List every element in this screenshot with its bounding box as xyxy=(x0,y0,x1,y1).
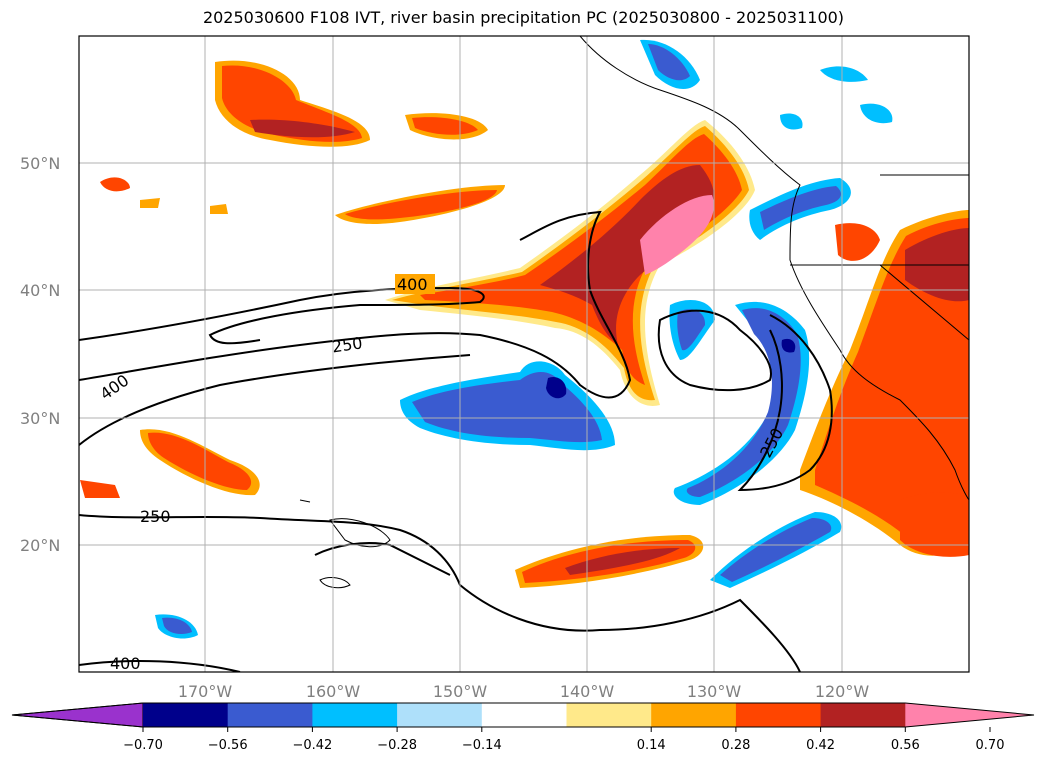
lon-label-160w: 160°W xyxy=(306,682,361,701)
colorbar-tick-label: 0.28 xyxy=(721,738,750,753)
colorbar-segment xyxy=(735,703,822,727)
map-title: 2025030600 F108 IVT, river basin precipi… xyxy=(202,8,845,27)
map-border xyxy=(78,35,970,673)
contour-label-400-c: 400 xyxy=(110,654,141,673)
colorbar-tick-label: 0.56 xyxy=(891,738,920,753)
colorbar-tick-label: −0.14 xyxy=(462,738,502,753)
colorbar-segment xyxy=(820,703,906,727)
colorbar-tick-label: −0.28 xyxy=(377,738,417,753)
lon-label-140w: 140°W xyxy=(560,682,615,701)
colorbar-ticks: −0.70 −0.56 −0.42 −0.28 −0.14 0.14 0.28 0.42 0.5… xyxy=(123,727,1004,753)
colorbar-tick-label: 0.42 xyxy=(806,738,835,753)
colorbar-segment xyxy=(481,703,567,727)
colorbar-tick-label: −0.70 xyxy=(123,738,163,753)
latitude-labels: 50°N 40°N 30°N 20°N xyxy=(20,154,60,555)
longitude-labels: 170°W 160°W 150°W 140°W 130°W 120°W xyxy=(178,682,870,701)
contour-label-400-a: 400 xyxy=(397,275,428,294)
lon-label-120w: 120°W xyxy=(815,682,870,701)
colorbar-segment xyxy=(566,703,652,727)
colorbar-segment xyxy=(397,703,483,727)
lat-label-40n: 40°N xyxy=(20,281,60,300)
colorbar-tick-label: −0.56 xyxy=(208,738,248,753)
lon-label-170w: 170°W xyxy=(178,682,233,701)
colorbar-segment xyxy=(651,703,737,727)
coastlines xyxy=(299,36,969,589)
colorbar-tick-label: −0.42 xyxy=(292,738,332,753)
lon-label-130w: 130°W xyxy=(687,682,742,701)
lat-label-20n: 20°N xyxy=(20,536,60,555)
map-frame xyxy=(79,36,969,672)
colorbar xyxy=(11,702,1035,728)
colorbar-segment xyxy=(312,703,398,727)
contour-label-250-b: 250 xyxy=(140,507,171,526)
colorbar-segment xyxy=(227,703,313,727)
colorbar-extend-high xyxy=(905,703,1034,727)
colorbar-tick-label: 0.14 xyxy=(637,738,666,753)
contour-label-250-a: 250 xyxy=(331,333,364,356)
colorbar-extend-low xyxy=(11,702,144,728)
colorbar-segment xyxy=(143,703,229,727)
lat-label-50n: 50°N xyxy=(20,154,60,173)
colorbar-tick-label: 0.70 xyxy=(976,738,1005,753)
gridlines xyxy=(79,36,969,672)
lon-label-150w: 150°W xyxy=(433,682,488,701)
lat-label-30n: 30°N xyxy=(20,409,60,428)
negative-anomaly-regions xyxy=(155,39,893,639)
